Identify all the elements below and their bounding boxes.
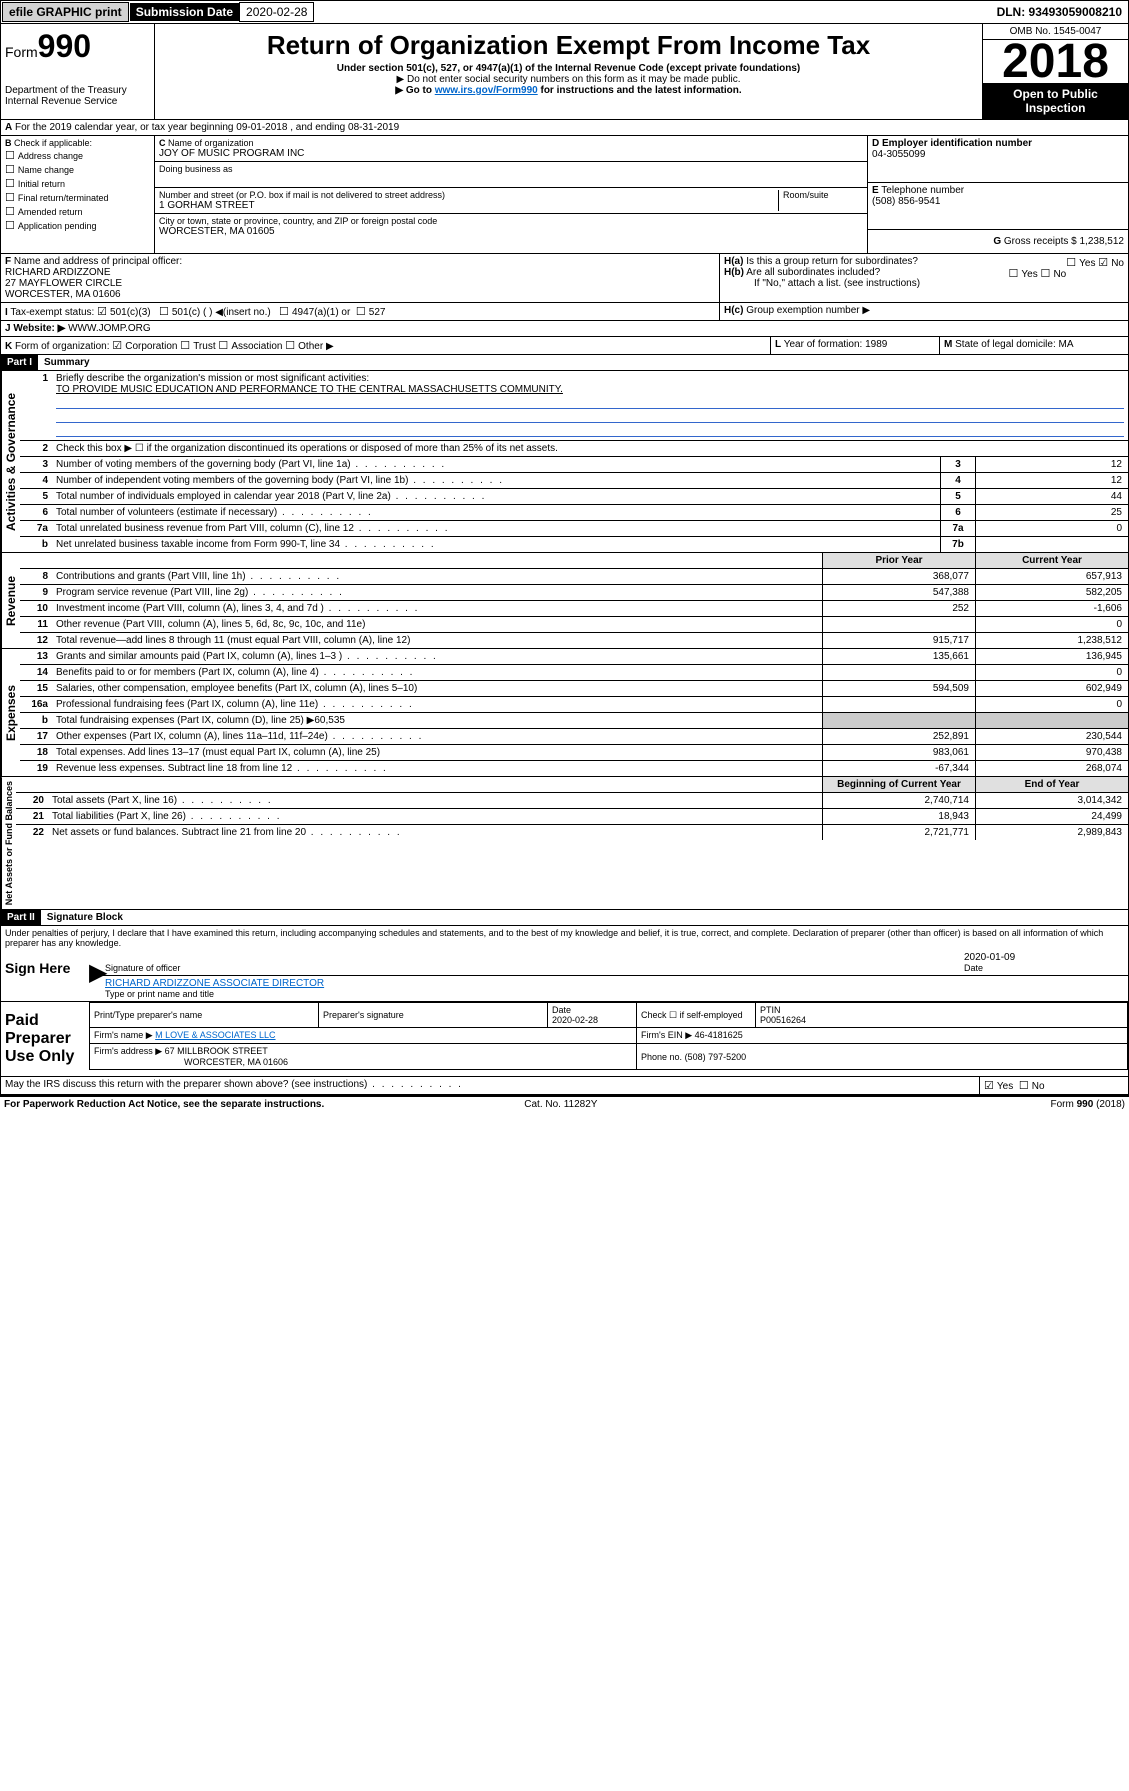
form-header: Form990 Department of the Treasury Inter… [0,24,1129,120]
section-j: J Website: ▶ WWW.JOMP.ORG [0,321,1129,337]
paid-preparer: Paid Preparer Use Only Print/Type prepar… [0,1002,1129,1077]
dln: DLN: 93493059008210 [991,3,1128,21]
line-a: A For the 2019 calendar year, or tax yea… [0,120,1129,136]
section-k-l-m: K Form of organization: Corporation Trus… [0,337,1129,355]
org-city: WORCESTER, MA 01605 [159,226,863,237]
section-b: B Check if applicable: Address change Na… [1,136,155,253]
section-i: I Tax-exempt status: 501(c)(3) 501(c) ( … [0,303,1129,321]
activities-governance: Activities & Governance 1 Briefly descri… [0,371,1129,553]
net-assets-section: Net Assets or Fund Balances Beginning of… [0,777,1129,910]
submission-date: 2020-02-28 [239,2,314,22]
chk-final[interactable]: Final return/terminated [5,191,150,204]
chk-amended[interactable]: Amended return [5,205,150,218]
dept-label: Department of the Treasury Internal Reve… [5,85,150,107]
section-b-to-g: B Check if applicable: Address change Na… [0,136,1129,254]
website[interactable]: WWW.JOMP.ORG [68,323,151,334]
top-bar: efile GRAPHIC print Submission Date 2020… [0,0,1129,24]
org-name: JOY OF MUSIC PROGRAM INC [159,148,863,159]
open-public: Open to Public Inspection [983,83,1128,119]
part1-header: Part I Summary [0,355,1129,371]
chk-address[interactable]: Address change [5,149,150,162]
perjury-text: Under penalties of perjury, I declare th… [0,926,1129,950]
chk-501c3[interactable]: 501(c)(3) [97,307,151,318]
mission: TO PROVIDE MUSIC EDUCATION AND PERFORMAN… [56,384,563,395]
telephone: (508) 856-9541 [872,196,1124,207]
efile-button[interactable]: efile GRAPHIC print [2,2,129,22]
footer: For Paperwork Reduction Act Notice, see … [0,1095,1129,1112]
subtitle-2: ▶ Do not enter social security numbers o… [159,74,978,85]
section-f-h: F Name and address of principal officer:… [0,254,1129,303]
sign-here: Sign Here ▶ Signature of officer 2020-01… [0,950,1129,1002]
chk-name[interactable]: Name change [5,163,150,176]
irs-link[interactable]: www.irs.gov/Form990 [435,85,538,96]
tax-year: 2018 [983,40,1128,83]
form-title: Return of Organization Exempt From Incom… [159,30,978,61]
discuss-line: May the IRS discuss this return with the… [0,1077,1129,1095]
ein: 04-3055099 [872,149,1124,160]
revenue-section: Revenue Prior YearCurrent Year 8Contribu… [0,553,1129,649]
officer-signature: RICHARD ARDIZZONE ASSOCIATE DIRECTOR [105,978,1124,989]
subtitle-1: Under section 501(c), 527, or 4947(a)(1)… [159,63,978,74]
org-address: 1 GORHAM STREET [159,200,778,211]
submission-label: Submission Date [130,3,239,21]
expenses-section: Expenses 13Grants and similar amounts pa… [0,649,1129,777]
part2-header: Part II Signature Block [0,910,1129,926]
chk-pending[interactable]: Application pending [5,219,150,232]
officer-name: RICHARD ARDIZZONE [5,267,715,278]
subtitle-3: ▶ Go to www.irs.gov/Form990 for instruct… [159,85,978,96]
form-number: Form990 [5,28,150,65]
gross-receipts: 1,238,512 [1080,236,1125,247]
chk-initial[interactable]: Initial return [5,177,150,190]
